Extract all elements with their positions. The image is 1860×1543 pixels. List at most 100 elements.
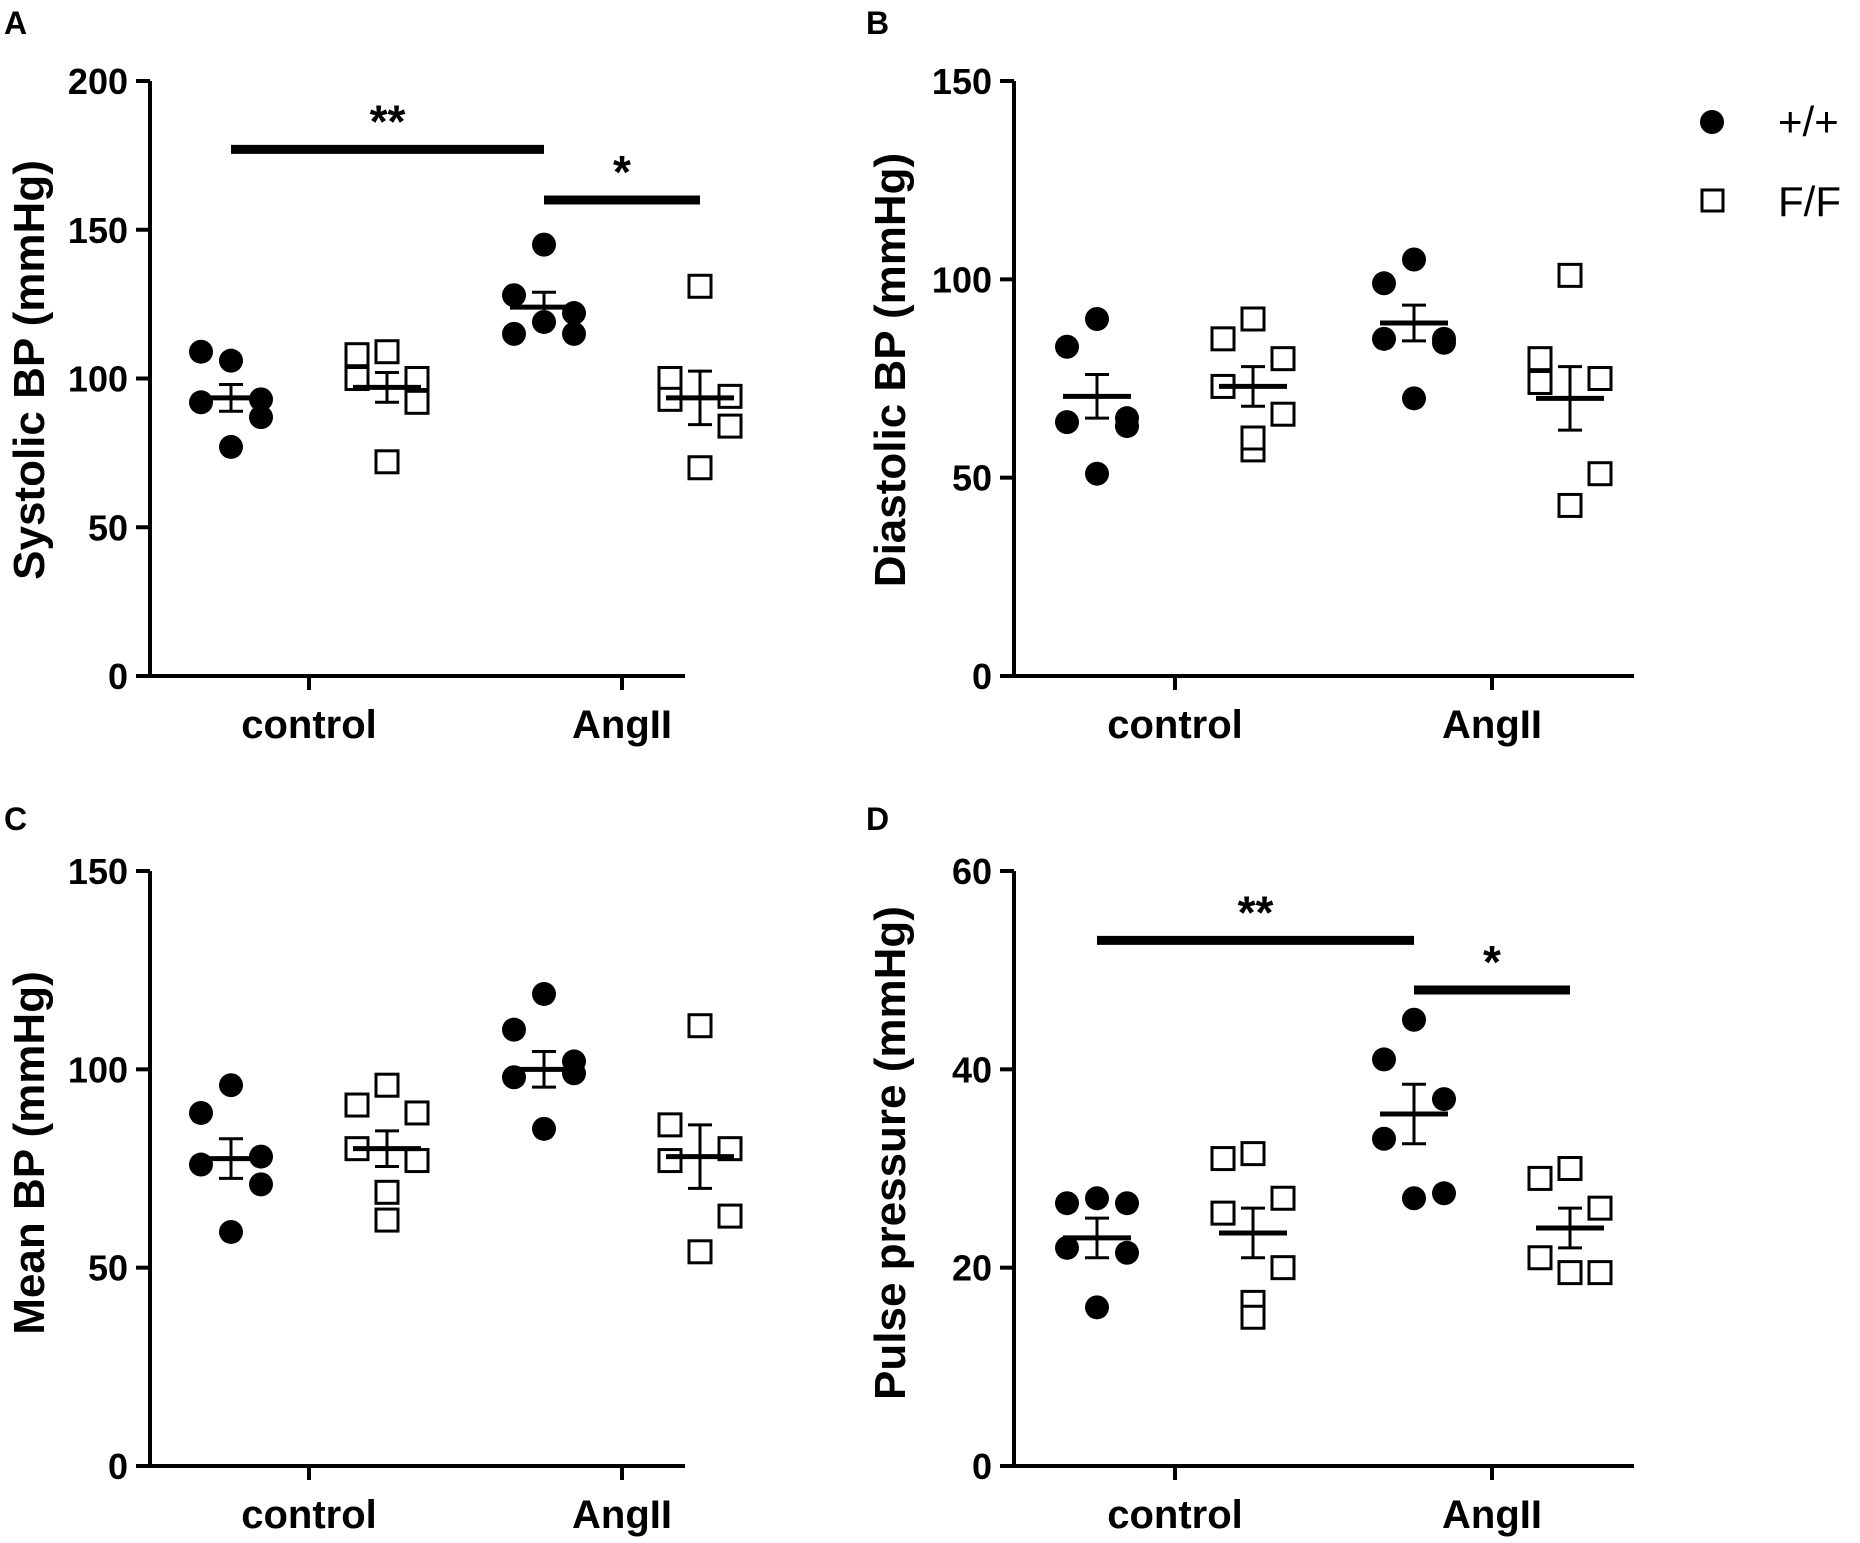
data-point-floxed xyxy=(1527,346,1553,372)
data-point-floxed xyxy=(1240,1141,1266,1167)
data-point-floxed xyxy=(1587,461,1613,487)
data-point-wildtype xyxy=(562,321,586,346)
data-point-wildtype xyxy=(1115,1240,1139,1265)
panel-letter: B xyxy=(866,5,889,41)
data-point-floxed xyxy=(1527,369,1553,395)
x-tick-label: control xyxy=(1107,1493,1243,1537)
legend-label-floxed: F/F xyxy=(1778,178,1841,225)
data-point-wildtype xyxy=(1402,1007,1426,1032)
data-point-wildtype xyxy=(219,1073,243,1098)
data-point-floxed xyxy=(1210,326,1236,352)
data-point-wildtype xyxy=(1055,410,1079,435)
data-point-floxed xyxy=(1557,1260,1583,1286)
data-point-wildtype xyxy=(1085,1186,1109,1211)
data-point-floxed xyxy=(1557,262,1583,288)
x-tick-label: AngII xyxy=(1442,703,1542,747)
data-point-wildtype xyxy=(1085,461,1109,486)
data-point-floxed xyxy=(1527,1165,1553,1191)
y-tick-label: 100 xyxy=(932,259,992,300)
y-tick-label: 150 xyxy=(68,210,128,251)
data-point-floxed xyxy=(404,389,430,415)
y-axis-label: Systolic BP (mmHg) xyxy=(5,160,54,580)
data-point-floxed xyxy=(1587,1260,1613,1286)
data-point-wildtype xyxy=(219,348,243,373)
data-point-floxed xyxy=(1240,425,1266,451)
y-tick-label: 0 xyxy=(108,656,128,697)
legend-label-wildtype: +/+ xyxy=(1778,98,1839,145)
y-tick-label: 40 xyxy=(952,1049,992,1090)
panel-letter: A xyxy=(4,5,27,41)
data-point-wildtype xyxy=(1372,271,1396,296)
y-tick-label: 200 xyxy=(68,61,128,102)
data-point-wildtype xyxy=(502,283,526,308)
data-point-wildtype xyxy=(532,232,556,257)
significance-label: * xyxy=(613,146,631,198)
data-point-wildtype xyxy=(1432,1181,1456,1206)
data-point-floxed xyxy=(374,1207,400,1233)
y-tick-label: 50 xyxy=(88,507,128,548)
data-point-floxed xyxy=(1587,366,1613,391)
data-point-wildtype xyxy=(249,405,273,430)
panel-letter: C xyxy=(4,801,27,837)
data-point-wildtype xyxy=(1115,414,1139,439)
data-point-wildtype xyxy=(1055,1235,1079,1260)
data-point-wildtype xyxy=(1402,1186,1426,1211)
y-tick-label: 100 xyxy=(68,1049,128,1090)
y-tick-label: 0 xyxy=(972,1446,992,1487)
data-point-wildtype xyxy=(502,321,526,346)
data-point-wildtype xyxy=(1432,330,1456,355)
data-point-floxed xyxy=(1210,1146,1236,1172)
data-point-wildtype xyxy=(1085,307,1109,331)
data-point-wildtype xyxy=(1055,1191,1079,1216)
significance-label: ** xyxy=(370,95,406,147)
data-point-floxed xyxy=(687,455,713,481)
data-point-wildtype xyxy=(1402,247,1426,272)
significance-label: * xyxy=(1483,936,1501,988)
x-tick-label: AngII xyxy=(572,703,672,747)
y-tick-label: 50 xyxy=(88,1248,128,1289)
x-tick-label: AngII xyxy=(1442,1493,1542,1537)
y-tick-label: 0 xyxy=(108,1446,128,1487)
data-point-wildtype xyxy=(562,1061,586,1086)
legend-marker-wildtype xyxy=(1700,110,1724,134)
data-point-wildtype xyxy=(189,1100,213,1125)
data-point-floxed xyxy=(1240,1304,1266,1330)
significance-label: ** xyxy=(1238,886,1274,938)
y-axis-label: Mean BP (mmHg) xyxy=(5,971,54,1334)
y-tick-label: 60 xyxy=(952,851,992,892)
data-point-wildtype xyxy=(189,390,213,415)
data-point-floxed xyxy=(404,1148,430,1174)
data-point-floxed xyxy=(1270,1255,1296,1281)
y-tick-label: 20 xyxy=(952,1248,992,1289)
data-point-floxed xyxy=(687,273,713,299)
data-point-wildtype xyxy=(532,1116,556,1141)
data-point-wildtype xyxy=(1055,334,1079,359)
legend: +/+ F/F xyxy=(1700,98,1841,225)
panel-letter: D xyxy=(866,801,889,837)
panel-c: C Mean BP (mmHg) xyxy=(4,801,54,1335)
legend-marker-floxed xyxy=(1700,188,1725,213)
x-tick-label: control xyxy=(1107,703,1243,747)
plot-area-b: 0 50 100 150 control AngII xyxy=(932,61,1634,747)
panel-a: A Systolic BP (mmHg) xyxy=(4,5,54,580)
data-point-wildtype xyxy=(502,1017,526,1042)
data-point-wildtype xyxy=(219,1219,243,1244)
plot-area-c: 0 50 100 150 control AngII xyxy=(68,851,743,1537)
data-point-floxed xyxy=(1210,1200,1236,1226)
data-point-floxed xyxy=(1270,1185,1296,1211)
data-point-wildtype xyxy=(1372,1047,1396,1072)
y-tick-label: 50 xyxy=(952,458,992,499)
data-point-floxed xyxy=(1270,401,1296,427)
data-point-floxed xyxy=(344,342,370,368)
data-point-floxed xyxy=(1270,346,1296,372)
data-point-floxed xyxy=(374,449,400,475)
data-point-floxed xyxy=(657,1148,683,1174)
data-point-wildtype xyxy=(1115,1191,1139,1216)
data-point-floxed xyxy=(1557,492,1583,518)
panel-d: D Pulse pressure (mmHg) xyxy=(866,801,915,1400)
data-point-floxed xyxy=(404,1100,430,1126)
data-point-floxed xyxy=(1240,306,1266,332)
data-point-wildtype xyxy=(1372,1126,1396,1151)
